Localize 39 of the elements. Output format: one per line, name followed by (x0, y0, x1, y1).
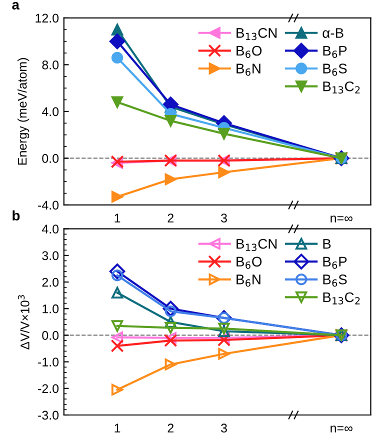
y-tick-label: -2.0 (38, 384, 59, 394)
legend-label: α-B (322, 28, 344, 38)
legend-label: B$_{6}$N (236, 274, 260, 287)
x-tick-label: 2 (168, 424, 174, 432)
y-tick-label: 4.0 (42, 224, 59, 234)
y-tick-label: 4.0 (42, 107, 59, 116)
legend-label: B (323, 239, 331, 249)
x-tick-label: n=∞ (330, 216, 352, 222)
legend-label: B$_{6}$O (236, 46, 262, 58)
legend-label: B$_{6}$P (323, 256, 347, 269)
x-tick-label: 1 (114, 424, 120, 432)
chart-title: b (12, 210, 20, 221)
legend-label: B$_{13}$C$_{2}$ (323, 292, 360, 304)
y-tick-label: 0.0 (42, 154, 59, 163)
y-tick-label: 12.0 (36, 14, 59, 23)
y-tick-label: 3.0 (42, 251, 59, 260)
y-tick-label: 8.0 (42, 60, 59, 70)
y-tick-label: 2.0 (42, 278, 59, 287)
legend-label: B$_{6}$P (323, 46, 347, 58)
y-tick-label: 0.0 (42, 331, 59, 340)
y-tick-label: -3.0 (38, 410, 59, 420)
chart-title: a (12, 2, 20, 10)
x-tick-label: 1 (114, 214, 120, 222)
legend-label: B$_{6}$S (323, 64, 347, 76)
x-tick-label: 3 (221, 214, 227, 222)
y-axis-title: Energy (meV/atom) (18, 58, 30, 165)
legend-label: B$_{13}$CN (236, 28, 277, 40)
x-tick-label: 3 (221, 424, 227, 433)
y-tick-label: -4.0 (38, 200, 59, 210)
y-tick-label: 1.0 (42, 304, 59, 314)
legend-label: B$_{6}$S (323, 274, 347, 287)
legend-label: B$_{6}$N (236, 64, 260, 76)
legend-label: B$_{13}$CN (236, 238, 277, 252)
x-tick-label: 2 (168, 214, 174, 222)
y-axis-title: ΔV/V×10$^{3}$ (18, 295, 30, 350)
x-tick-label: n=∞ (330, 426, 352, 432)
legend-label: B$_{13}$C$_{2}$ (323, 81, 360, 94)
y-tick-label: -1.0 (38, 358, 59, 366)
legend-label: B$_{6}$O (236, 256, 262, 269)
